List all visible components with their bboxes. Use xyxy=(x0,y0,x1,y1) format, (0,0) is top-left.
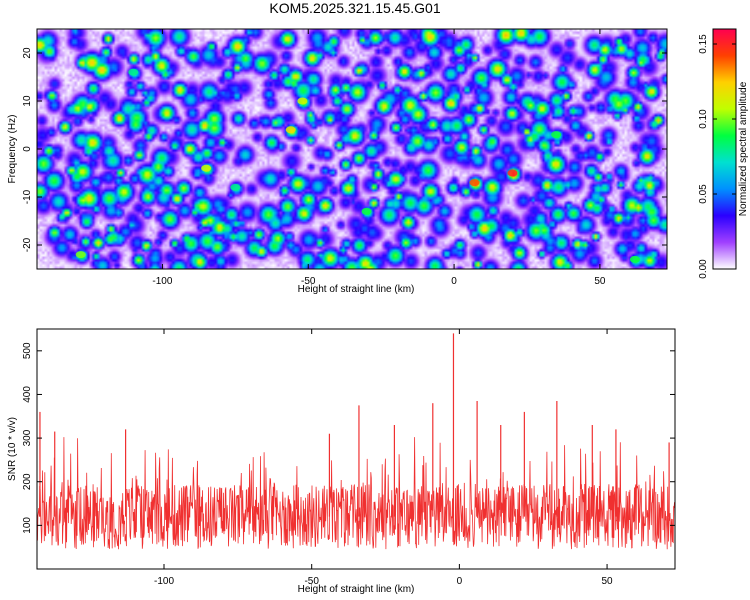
snr-y-tick-label: 400 xyxy=(22,386,33,403)
snr-y-ticks: 100 200 300 400 500 xyxy=(22,342,675,534)
snr-x-tick-label: -50 xyxy=(304,576,319,587)
colorbar-tick-label: 0.05 xyxy=(698,184,709,204)
spectrogram-peak-6 xyxy=(361,207,372,215)
snr-y-tick-label: 200 xyxy=(22,473,33,490)
snr-x-tick-label: -100 xyxy=(154,576,174,587)
snr-y-tick-label: 300 xyxy=(22,429,33,446)
spectrogram-peak-3 xyxy=(297,97,308,105)
spectrogram-x-tick-label: -50 xyxy=(301,276,316,287)
spectrogram-peaks xyxy=(75,68,640,263)
spectrogram-y-tick-label: 0 xyxy=(22,146,33,152)
snr-panel: -100 -50 0 50 100 200 300 400 500 Height of str… xyxy=(7,328,676,595)
spectrogram-y-tick-label: 10 xyxy=(22,95,33,107)
spectrogram-panel: -100 -50 0 50 20 10 0 -10 -20 Height of straigh… xyxy=(7,28,668,295)
colorbar: 0.00 0.05 0.10 0.15 Normalized spectral amp… xyxy=(698,28,749,279)
spectrogram-peak-7 xyxy=(551,131,562,139)
spectrogram-ylabel: Frequency (Hz) xyxy=(7,115,18,184)
snr-y-tick-label: 100 xyxy=(22,517,33,534)
snr-x-tick-label: 50 xyxy=(602,576,614,587)
spectrogram-y-ticks: 20 10 0 -10 -20 xyxy=(22,47,667,252)
spectrogram-peak-8 xyxy=(629,255,640,263)
spectrogram-y-tick-label: -10 xyxy=(22,189,33,204)
colorbar-ticks: 0.00 0.05 0.10 0.15 xyxy=(698,34,736,279)
snr-ylabel: SNR (10 * v/v) xyxy=(7,417,18,481)
colorbar-gradient xyxy=(712,28,737,270)
colorbar-tick-label: 0.15 xyxy=(698,34,709,54)
chart-title: KOM5.2025.321.15.45.G01 xyxy=(269,0,441,16)
snr-x-ticks: -100 -50 0 50 xyxy=(154,329,613,587)
spectrogram-heatmap xyxy=(37,29,667,269)
snr-series-line xyxy=(37,437,675,550)
snr-y-tick-label: 500 xyxy=(22,342,33,359)
spectrogram-x-tick-label: -100 xyxy=(152,276,172,287)
spectrogram-peak-10 xyxy=(128,68,139,76)
snr-frame xyxy=(36,328,676,570)
colorbar-tick-label: 0.10 xyxy=(698,109,709,129)
colorbar-label: Normalized spectral amplitude xyxy=(738,81,749,216)
spectrogram-y-tick-label: 20 xyxy=(22,47,33,59)
spectrogram-peak-2 xyxy=(285,126,296,134)
spectrogram-peak-4 xyxy=(201,164,212,172)
spectrogram-peak-9 xyxy=(230,183,241,191)
spectrogram-xlabel: Height of straight line (km) xyxy=(298,284,415,295)
spectrogram-y-tick-label: -20 xyxy=(22,237,33,252)
spectrogram-peak-0 xyxy=(507,169,518,177)
snr-spikes xyxy=(39,333,670,517)
spectrogram-x-ticks: -100 -50 0 50 xyxy=(152,29,606,287)
snr-xlabel: Height of straight line (km) xyxy=(298,584,415,595)
spectrogram-peak-1 xyxy=(469,179,480,187)
spectrogram-peak-5 xyxy=(75,251,86,259)
spectrogram-x-tick-label: 50 xyxy=(594,276,606,287)
colorbar-tick-label: 0.00 xyxy=(698,259,709,279)
spectrogram-x-tick-label: 0 xyxy=(451,276,457,287)
snr-x-tick-label: 0 xyxy=(457,576,463,587)
